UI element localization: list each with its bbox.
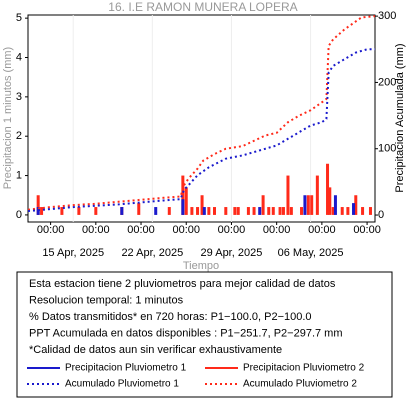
info-text: *Calidad de datos aun sin verificar exha… — [29, 344, 282, 356]
y-tick-label: 3 — [16, 91, 22, 103]
y2-tick-label: 100 — [378, 143, 396, 155]
y-tick-label: 0 — [16, 209, 22, 221]
info-text: % Datos transmitidos* en 720 horas: P1−1… — [29, 311, 312, 323]
bar — [346, 207, 350, 215]
accumulated-line — [27, 15, 376, 211]
bar — [60, 207, 64, 215]
x-date-label: 06 May, 2025 — [278, 247, 344, 259]
bar — [289, 207, 293, 215]
bar — [258, 207, 262, 215]
bar — [315, 175, 319, 215]
x-tick-label: 00:00 — [37, 224, 65, 236]
legend-label: Precipitacion Pluviometro 1 — [65, 363, 187, 374]
bar — [252, 207, 256, 215]
bar — [167, 207, 171, 215]
bar — [310, 195, 314, 215]
bar — [94, 207, 98, 215]
bar — [331, 207, 335, 215]
bar — [261, 195, 265, 215]
bar — [326, 163, 330, 215]
bar — [300, 207, 304, 215]
y2-tick-label: 300 — [378, 10, 396, 22]
bar — [184, 187, 188, 215]
x-tick-label: 00:00 — [308, 224, 336, 236]
y2-tick-label: 200 — [378, 76, 396, 88]
bar — [181, 175, 185, 215]
info-text: Resolucion temporal: 1 minutos — [29, 294, 184, 306]
bar — [352, 203, 356, 215]
legend-label: Acumulado Pluviometro 1 — [65, 379, 179, 390]
bar — [306, 195, 310, 215]
bar — [233, 207, 237, 215]
info-box — [16, 271, 393, 398]
y-tick-label: 4 — [16, 51, 22, 63]
y-tick-label: 5 — [16, 12, 22, 24]
bar — [202, 207, 206, 215]
x-tick-label: 00:00 — [172, 224, 200, 236]
bar — [212, 207, 216, 215]
y2-tick-label: 0 — [378, 209, 384, 221]
y-tick-label: 2 — [16, 130, 22, 142]
bar — [328, 187, 332, 215]
x-date-label: 15 Apr, 2025 — [42, 247, 104, 259]
bar — [246, 207, 250, 215]
info-text: Esta estacion tiene 2 pluviometros para … — [29, 278, 336, 290]
x-tick-label: 00:00 — [82, 224, 110, 236]
chart-title: 16. I.E RAMON MUNERA LOPERA — [108, 0, 297, 14]
y-tick-label: 1 — [16, 169, 22, 181]
bar — [190, 207, 194, 215]
x-axis-title: Tiempo — [183, 260, 219, 272]
bar — [333, 195, 337, 215]
bar — [368, 207, 372, 215]
x-tick-label: 00:00 — [127, 224, 155, 236]
plot-frame — [27, 14, 376, 223]
bar — [36, 195, 40, 215]
bar — [196, 207, 200, 215]
x-tick-label: 00:00 — [218, 224, 246, 236]
y-axis-title: Precipitacion 1 minutos (mm) — [2, 47, 14, 189]
bar — [120, 207, 124, 215]
x-date-label: 29 Apr, 2025 — [201, 247, 263, 259]
bar — [354, 195, 358, 215]
bar — [271, 207, 275, 215]
x-tick-label: 00:00 — [353, 224, 381, 236]
bar — [340, 207, 344, 215]
x-date-label: 22 Apr, 2025 — [121, 247, 183, 259]
bar — [286, 175, 290, 215]
bar — [77, 207, 81, 215]
x-tick-label: 00:00 — [263, 224, 291, 236]
bar — [40, 207, 44, 215]
accumulated-line — [27, 48, 375, 213]
bar — [200, 195, 204, 215]
bar — [361, 207, 365, 215]
legend-label: Precipitacion Pluviometro 2 — [243, 363, 365, 374]
bar — [278, 207, 282, 215]
legend-label: Acumulado Pluviometro 2 — [243, 379, 357, 390]
bar — [281, 207, 285, 215]
bar — [236, 207, 240, 215]
bar — [207, 207, 211, 215]
info-text: PPT Acumulada en datos disponibles : P1−… — [29, 327, 343, 339]
bar — [224, 207, 228, 215]
bar — [181, 199, 185, 215]
bar — [267, 207, 271, 215]
bar — [154, 207, 158, 215]
y2-axis-title: Precipitacion Acumulada (mm) — [394, 43, 406, 192]
bar — [303, 195, 307, 215]
bar — [137, 203, 141, 215]
